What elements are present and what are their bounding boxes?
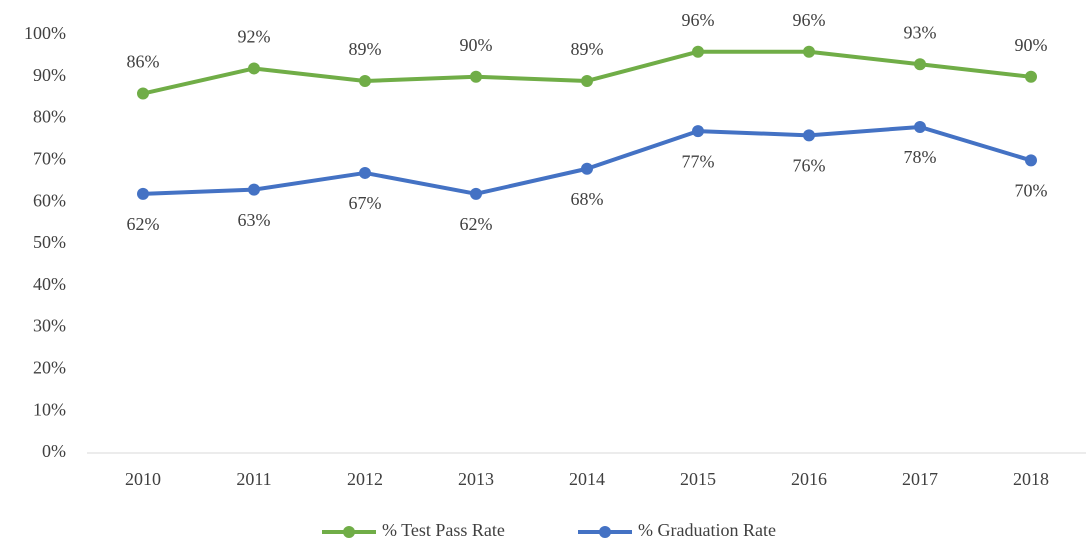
y-tick-label: 70% bbox=[33, 149, 66, 169]
data-point bbox=[914, 120, 926, 133]
data-label: 62% bbox=[127, 214, 160, 234]
x-tick-label: 2014 bbox=[569, 469, 605, 489]
data-point bbox=[914, 58, 926, 71]
data-point bbox=[137, 87, 149, 100]
data-label: 77% bbox=[682, 151, 715, 171]
data-label: 96% bbox=[682, 10, 715, 30]
data-point bbox=[581, 162, 593, 175]
x-tick-label: 2012 bbox=[347, 469, 383, 489]
data-point bbox=[137, 187, 149, 200]
data-label: 70% bbox=[1015, 181, 1048, 201]
x-tick-label: 2018 bbox=[1013, 469, 1049, 489]
data-point bbox=[248, 62, 260, 75]
x-tick-label: 2011 bbox=[236, 469, 271, 489]
data-point bbox=[470, 187, 482, 200]
x-tick-label: 2017 bbox=[902, 469, 938, 489]
data-point bbox=[692, 125, 704, 138]
data-point bbox=[1025, 70, 1037, 83]
data-label: 93% bbox=[904, 22, 937, 42]
data-point bbox=[1025, 154, 1037, 167]
y-tick-label: 50% bbox=[33, 232, 66, 252]
data-label: 67% bbox=[349, 193, 382, 213]
data-label: 78% bbox=[904, 147, 937, 167]
data-label: 90% bbox=[1015, 35, 1048, 55]
y-tick-label: 80% bbox=[33, 107, 66, 127]
legend-marker bbox=[343, 526, 355, 538]
y-tick-label: 10% bbox=[33, 399, 66, 419]
data-label: 96% bbox=[793, 10, 826, 30]
data-point bbox=[359, 166, 371, 179]
y-tick-label: 0% bbox=[42, 441, 66, 461]
data-label: 92% bbox=[238, 27, 271, 47]
legend-label: % Test Pass Rate bbox=[382, 520, 505, 540]
series-line bbox=[142, 124, 1032, 196]
x-tick-label: 2015 bbox=[680, 469, 716, 489]
data-point bbox=[692, 45, 704, 58]
legend-marker bbox=[599, 526, 611, 538]
data-label: 89% bbox=[349, 39, 382, 59]
data-point bbox=[359, 74, 371, 87]
y-tick-label: 30% bbox=[33, 316, 66, 336]
data-label: 63% bbox=[238, 210, 271, 230]
data-point bbox=[803, 45, 815, 58]
x-tick-label: 2010 bbox=[125, 469, 161, 489]
y-tick-label: 40% bbox=[33, 274, 66, 294]
data-point bbox=[803, 129, 815, 142]
y-tick-label: 20% bbox=[33, 358, 66, 378]
y-tick-label: 60% bbox=[33, 190, 66, 210]
data-label: 62% bbox=[460, 214, 493, 234]
data-point bbox=[470, 70, 482, 83]
data-label: 68% bbox=[571, 189, 604, 209]
y-tick-label: 90% bbox=[33, 65, 66, 85]
data-label: 76% bbox=[793, 155, 826, 175]
legend-label: % Graduation Rate bbox=[638, 520, 776, 540]
data-point bbox=[581, 74, 593, 87]
data-label: 86% bbox=[127, 52, 160, 72]
y-tick-label: 100% bbox=[24, 23, 66, 43]
x-tick-label: 2016 bbox=[791, 469, 827, 489]
data-point bbox=[248, 183, 260, 196]
data-label: 89% bbox=[571, 39, 604, 59]
data-label: 90% bbox=[460, 35, 493, 55]
x-tick-label: 2013 bbox=[458, 469, 494, 489]
